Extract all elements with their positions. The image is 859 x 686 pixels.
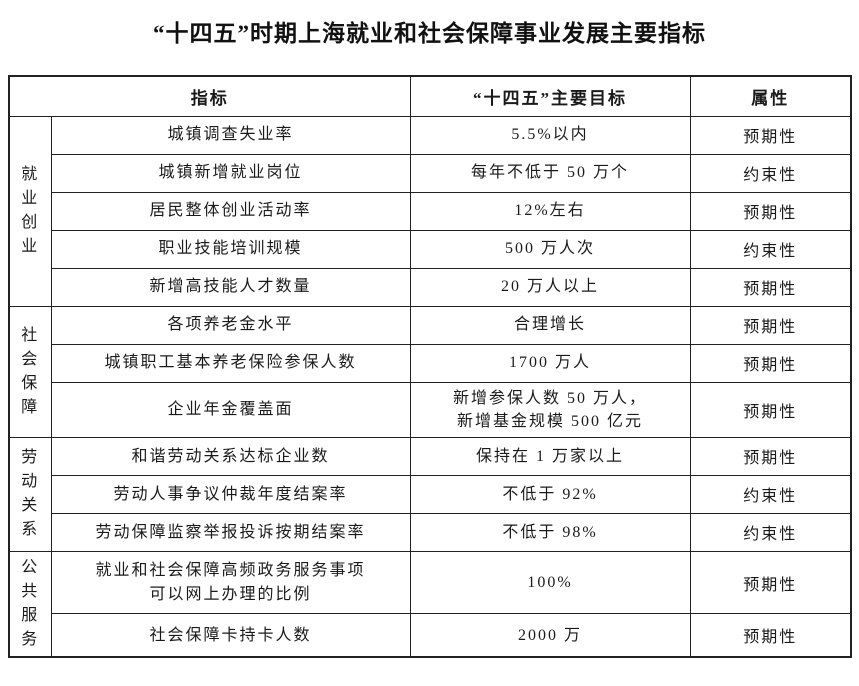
category-cell: 劳 动 关 系	[8, 436, 52, 552]
category-cell: 就 业 创 业	[8, 115, 52, 307]
indicator-cell: 各项养老金水平	[50, 305, 411, 345]
indicator-cell: 职业技能培训规模	[50, 229, 411, 269]
target-cell: 不低于 92%	[409, 474, 691, 514]
table-row: 劳动保障监察举报投诉按期结案率 不低于 98% 约束性	[9, 512, 852, 552]
attribute-cell: 预期性	[689, 267, 852, 307]
attribute-cell: 预期性	[689, 115, 852, 155]
indicator-cell: 劳动人事争议仲裁年度结案率	[50, 474, 411, 514]
target-cell: 新增参保人数 50 万人， 新增基金规模 500 亿元	[409, 381, 691, 438]
target-cell: 12%左右	[409, 191, 691, 231]
table-row: 新增高技能人才数量 20 万人以上 预期性	[9, 267, 852, 307]
attribute-cell: 预期性	[689, 381, 852, 438]
attribute-cell: 预期性	[689, 343, 852, 383]
table-row: 劳动人事争议仲裁年度结案率 不低于 92% 约束性	[9, 474, 852, 514]
target-cell: 每年不低于 50 万个	[409, 153, 691, 193]
table-row: 居民整体创业活动率 12%左右 预期性	[9, 191, 852, 231]
target-cell: 合理增长	[409, 305, 691, 345]
table-row: 职业技能培训规模 500 万人次 约束性	[9, 229, 852, 269]
attribute-cell: 预期性	[689, 550, 852, 615]
target-cell: 2000 万	[409, 613, 691, 658]
attribute-cell: 预期性	[689, 191, 852, 231]
table-header-row: 指标 “十四五”主要目标 属性	[8, 75, 852, 117]
header-attribute: 属性	[689, 75, 852, 117]
table-row: 社会保障卡持卡人数 2000 万预期性	[9, 613, 852, 658]
indicator-cell: 就业和社会保障高频政务服务事项 可以网上办理的比例	[50, 550, 411, 615]
indicator-cell: 城镇调查失业率	[50, 115, 411, 155]
table-row: 公 共 服 务就业和社会保障高频政务服务事项 可以网上办理的比例 100% 预期性	[8, 550, 852, 658]
attribute-cell: 约束性	[689, 229, 852, 269]
indicator-table: 指标 “十四五”主要目标 属性 就 业 创 业城镇调查失业率 5.5%以内 预期性城…	[8, 75, 852, 658]
indicator-cell: 城镇新增就业岗位	[50, 153, 411, 193]
target-cell: 5.5%以内	[409, 115, 691, 155]
target-cell: 保持在 1 万家以上	[409, 436, 691, 476]
table-row: 就 业 创 业城镇调查失业率 5.5%以内 预期性	[8, 115, 852, 307]
table-row: 企业年金覆盖面 新增参保人数 50 万人， 新增基金规模 500 亿元 预期性	[9, 381, 852, 438]
table-row: 社 会 保 障各项养老金水平 合理增长 预期性	[8, 305, 852, 438]
attribute-cell: 预期性	[689, 305, 852, 345]
header-indicator: 指标	[8, 75, 411, 117]
indicator-cell: 社会保障卡持卡人数	[50, 613, 411, 658]
indicator-cell: 劳动保障监察举报投诉按期结案率	[50, 512, 411, 552]
table-row: 城镇职工基本养老保险参保人数 1700 万人 预期性	[9, 343, 852, 383]
attribute-cell: 约束性	[689, 474, 852, 514]
header-main-target: “十四五”主要目标	[409, 75, 691, 117]
attribute-cell: 预期性	[689, 436, 852, 476]
target-cell: 100%	[409, 550, 691, 615]
attribute-cell: 约束性	[689, 153, 852, 193]
indicator-cell: 和谐劳动关系达标企业数	[50, 436, 411, 476]
target-cell: 1700 万人	[409, 343, 691, 383]
indicator-cell: 企业年金覆盖面	[50, 381, 411, 438]
target-cell: 20 万人以上	[409, 267, 691, 307]
indicator-cell: 城镇职工基本养老保险参保人数	[50, 343, 411, 383]
target-cell: 不低于 98%	[409, 512, 691, 552]
table-row: 劳 动 关 系和谐劳动关系达标企业数 保持在 1 万家以上 预期性	[8, 436, 852, 552]
indicator-cell: 新增高技能人才数量	[50, 267, 411, 307]
category-cell: 公 共 服 务	[8, 550, 52, 658]
table-row: 城镇新增就业岗位 每年不低于 50 万个 约束性	[9, 153, 852, 193]
target-cell: 500 万人次	[409, 229, 691, 269]
table-body: 就 业 创 业城镇调查失业率 5.5%以内 预期性 城镇新增就业岗位 每年不低于 50 …	[8, 115, 852, 658]
attribute-cell: 约束性	[689, 512, 852, 552]
attribute-cell: 预期性	[689, 613, 852, 658]
page-title: “十四五”时期上海就业和社会保障事业发展主要指标	[153, 21, 706, 46]
indicator-cell: 居民整体创业活动率	[50, 191, 411, 231]
category-cell: 社 会 保 障	[8, 305, 52, 438]
